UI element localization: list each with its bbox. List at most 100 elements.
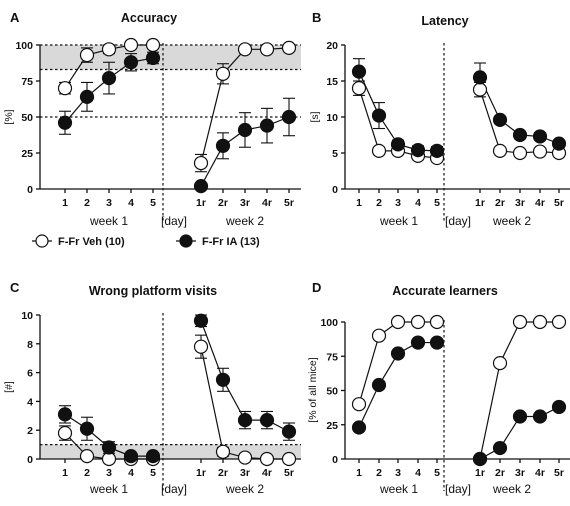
panel-d: 0 25 50 75 100 1 2 3 4 5 [day] 1r 2r 3r 4r 5r week 1 week… xyxy=(307,280,570,496)
x-tick-label: 3 xyxy=(395,467,401,479)
data-point-ia xyxy=(215,372,231,387)
x-tick-label: 4 xyxy=(128,197,134,209)
x-tick-label: 3r xyxy=(240,197,250,209)
data-point-ia xyxy=(429,143,445,158)
y-axis-label: [%] xyxy=(3,109,15,124)
x-tick-label: 2r xyxy=(218,467,228,479)
y-tick-label: 100 xyxy=(320,317,338,329)
x-tick-label: 2 xyxy=(84,467,90,479)
x-tick-label: 3r xyxy=(515,197,525,209)
x-tick-label: 5r xyxy=(554,197,564,209)
data-point-veh xyxy=(123,37,139,53)
data-point-veh xyxy=(79,47,95,63)
y-axis-label: [% of all mice] xyxy=(307,357,319,422)
data-point-veh xyxy=(532,144,548,159)
data-point-ia xyxy=(145,50,161,66)
series-line-veh xyxy=(200,346,289,460)
data-point-ia xyxy=(57,115,73,130)
data-point-veh xyxy=(145,37,161,53)
data-point-veh xyxy=(259,42,275,57)
x-tick-label: 1 xyxy=(356,197,362,209)
data-point-veh xyxy=(215,444,231,459)
panel-a: 0 25 50 75 100 1 2 3 4 5 [day] 1r 2r 3r 4r 5r week 1 week… xyxy=(3,10,301,228)
series-line-veh xyxy=(479,321,559,460)
x-tick-label: 1 xyxy=(62,197,68,209)
x-tick-label: 3r xyxy=(240,467,250,479)
data-point-veh xyxy=(472,82,488,97)
x-tick-label: 2 xyxy=(376,197,382,209)
y-tick-label: 50 xyxy=(326,386,338,398)
week-label: week 1 xyxy=(89,482,128,496)
data-point-veh xyxy=(79,449,95,464)
data-point-ia xyxy=(79,89,95,104)
week-label: week 2 xyxy=(225,214,264,228)
data-point-ia xyxy=(351,420,367,435)
y-tick-label: 15 xyxy=(326,76,338,88)
data-point-veh xyxy=(57,425,73,441)
data-point-ia xyxy=(410,335,426,350)
data-point-ia xyxy=(472,451,488,467)
data-point-ia xyxy=(79,421,95,436)
panel-title: Wrong platform visits xyxy=(89,284,217,298)
y-tick-label: 0 xyxy=(332,184,338,196)
data-point-ia xyxy=(512,409,528,424)
week-label: week 1 xyxy=(379,482,418,496)
y-tick-label: 75 xyxy=(21,76,33,88)
x-tick-label: 4r xyxy=(535,467,545,479)
data-point-ia xyxy=(351,64,367,79)
x-tick-label: [day] xyxy=(161,214,187,228)
data-point-ia xyxy=(371,377,387,393)
x-tick-label: 5r xyxy=(284,467,294,479)
data-point-ia xyxy=(237,413,253,428)
data-point-ia xyxy=(390,137,406,152)
x-tick-label: 2r xyxy=(495,197,505,209)
x-tick-label: 5 xyxy=(150,467,156,479)
y-tick-label: 0 xyxy=(27,184,33,196)
data-point-ia xyxy=(281,424,297,439)
data-point-ia xyxy=(259,413,275,428)
data-point-ia xyxy=(123,55,139,70)
data-point-veh xyxy=(57,81,73,96)
y-tick-label: 75 xyxy=(326,351,338,363)
x-tick-label: 5 xyxy=(434,197,440,209)
y-tick-label: 10 xyxy=(326,112,338,124)
y-tick-label: 0 xyxy=(27,454,33,466)
x-tick-label: 4 xyxy=(128,467,134,479)
y-tick-label: 0 xyxy=(332,454,338,466)
data-point-veh xyxy=(101,42,117,57)
y-tick-label: 50 xyxy=(21,112,33,124)
data-point-ia xyxy=(532,409,548,424)
y-tick-label: 8 xyxy=(27,339,33,351)
legend-ia-label: F-Fr IA (13) xyxy=(202,236,260,248)
x-tick-label: 2r xyxy=(495,467,505,479)
x-tick-label: 5r xyxy=(284,197,294,209)
data-point-veh xyxy=(492,356,508,371)
data-point-ia xyxy=(472,70,488,85)
data-point-veh xyxy=(351,81,367,96)
y-tick-label: 2 xyxy=(27,425,33,437)
data-point-veh xyxy=(410,314,426,330)
data-point-veh xyxy=(351,397,367,412)
data-point-veh xyxy=(193,339,209,354)
x-tick-label: 4r xyxy=(262,197,272,209)
y-axis-label: [s] xyxy=(309,111,321,122)
y-tick-label: 10 xyxy=(21,310,33,322)
data-point-ia xyxy=(492,440,508,456)
data-point-veh xyxy=(281,40,297,55)
data-point-ia xyxy=(193,313,209,328)
x-tick-label: 3r xyxy=(515,467,525,479)
x-tick-label: 4 xyxy=(415,467,421,479)
legend-veh-marker xyxy=(35,234,49,248)
panel-b: 0 5 10 15 20 1 2 3 4 5 [day] 1r 2r 3r 4r 5r week 1 week 2… xyxy=(309,10,570,228)
data-point-veh xyxy=(429,314,445,330)
panel-letter: D xyxy=(312,280,321,295)
legend-veh-label: F-Fr Veh (10) xyxy=(58,236,125,248)
panel-title: Accurate learners xyxy=(392,284,498,298)
data-point-ia xyxy=(512,127,528,143)
x-tick-label: [day] xyxy=(445,482,471,496)
data-point-ia xyxy=(101,440,117,455)
panel-letter: C xyxy=(10,280,20,295)
data-point-veh xyxy=(281,451,297,467)
x-tick-label: 3 xyxy=(106,467,112,479)
